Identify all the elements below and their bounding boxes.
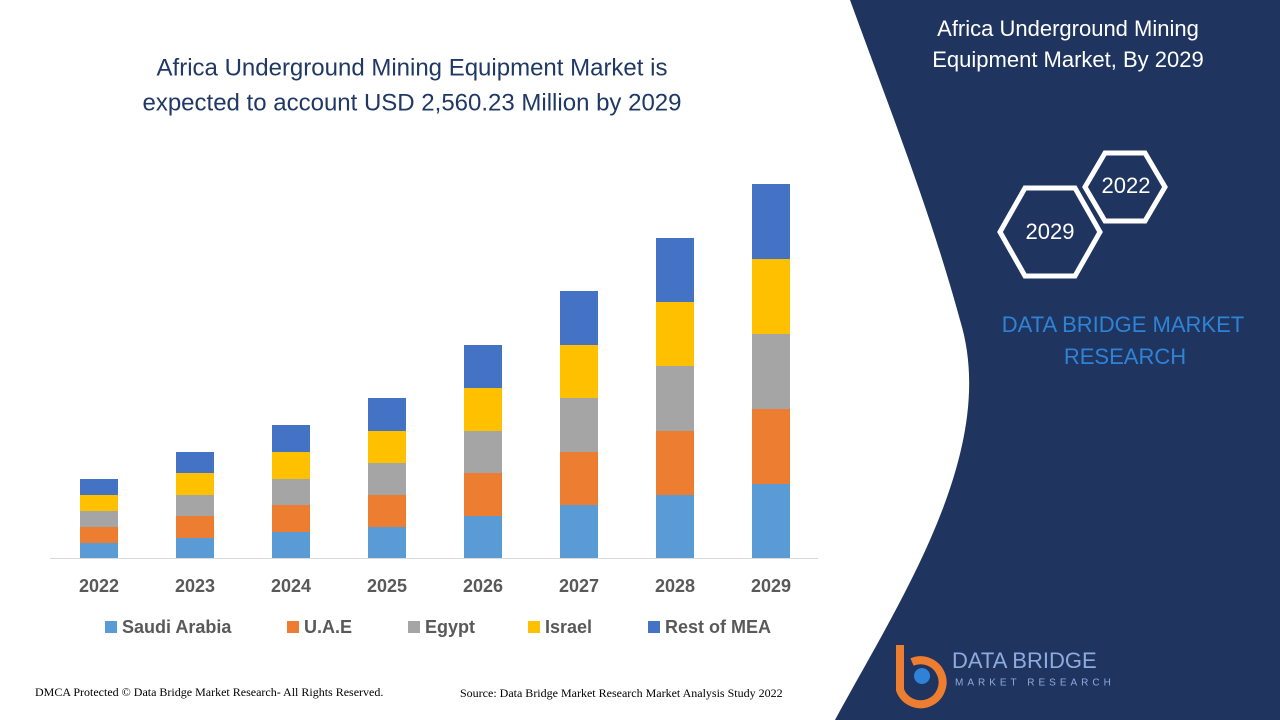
side-title: Africa Underground Mining Equipment Mark… [932,16,1203,72]
bar-segment [656,238,694,302]
hex-label: 2029 [1026,219,1075,244]
legend-swatch [287,621,299,633]
bar-segment [464,388,502,431]
plot: 2022 2023 2024 2025 2026 2027 2028 2029 Saudi Ar… [79,184,791,637]
bar-segment [752,184,790,259]
legend-label: U.A.E [304,617,352,637]
bar-segment [368,495,406,527]
side-title-line: Equipment Market, By 2029 [932,47,1203,72]
title-line: Africa Underground Mining Equipment Mark… [157,54,668,81]
bar-segment [176,452,214,473]
x-tick-label: 2027 [559,576,599,596]
bar-segment [272,452,310,479]
bar-segment [752,334,790,409]
bar-segment [368,527,406,558]
legend-swatch [528,621,540,633]
bar-segment [176,538,214,558]
x-tick-label: 2024 [271,576,311,596]
x-tick-label: 2026 [463,576,503,596]
hexagon [997,185,1103,279]
legend-label: Rest of MEA [665,617,771,637]
bar-segment [464,345,502,388]
bar-segment [272,532,310,558]
hexagon [1082,150,1168,224]
legend-label: Israel [545,617,592,637]
bar-segment [656,366,694,431]
bar-segment [560,452,598,505]
legend-label: Egypt [425,617,475,637]
bar-segment [80,479,118,495]
bar-segment [464,473,502,516]
title-line: expected to account USD 2,560.23 Million… [142,89,681,116]
legend-item: Egypt [408,617,475,637]
legend-item: Saudi Arabia [105,617,232,637]
side-title-line: Africa Underground Mining [937,16,1199,41]
logo: DATA BRIDGE MARKET RESEARCH [896,645,1115,709]
bar-segment [272,479,310,505]
bar-segment [368,398,406,431]
bar-segment [176,473,214,495]
x-tick-label: 2028 [655,576,695,596]
source: Source: Data Bridge Market Research Mark… [460,686,783,700]
bar-segment [80,543,118,558]
bar-segment [752,259,790,334]
legend-item: Rest of MEA [648,617,771,637]
copyright: DMCA Protected © Data Bridge Market Rese… [35,685,383,699]
legend-swatch [105,621,117,633]
bar-segment [752,409,790,484]
legend-swatch [648,621,660,633]
bar-segment [80,511,118,527]
bar-segment [464,516,502,558]
logo-mark [896,645,947,709]
legend-item: U.A.E [287,617,352,637]
hex-label: 2022 [1102,173,1151,198]
x-tick-label: 2022 [79,576,119,596]
logo-mark [914,668,930,684]
side-panel [835,0,1280,720]
bar-segment [560,398,598,452]
bar-segment [752,484,790,558]
bar-segment [656,302,694,366]
bar-segment [368,463,406,495]
chart-title: Africa Underground Mining Equipment Mark… [142,54,681,116]
bar-segment [80,527,118,543]
bar-segment [560,345,598,398]
bar-segment [368,431,406,463]
brand-line: DATA BRIDGE MARKET [1002,312,1244,337]
bar-segment [560,505,598,558]
bar-segment [656,431,694,495]
bar-segment [560,291,598,345]
legend-swatch [408,621,420,633]
bar-segment [176,516,214,538]
logo-text: DATA BRIDGE [952,648,1097,673]
brand-line: RESEARCH [1064,344,1186,369]
bar-segment [272,505,310,532]
bar-segment [272,425,310,452]
logo-text: MARKET RESEARCH [955,678,1115,689]
bar-segment [464,431,502,473]
legend-label: Saudi Arabia [122,617,232,637]
x-tick-label: 2029 [751,576,791,596]
legend-item: Israel [528,617,592,637]
bar-segment [656,495,694,558]
bar-segment [176,495,214,516]
x-tick-label: 2025 [367,576,407,596]
x-tick-label: 2023 [175,576,215,596]
bar-segment [80,495,118,511]
